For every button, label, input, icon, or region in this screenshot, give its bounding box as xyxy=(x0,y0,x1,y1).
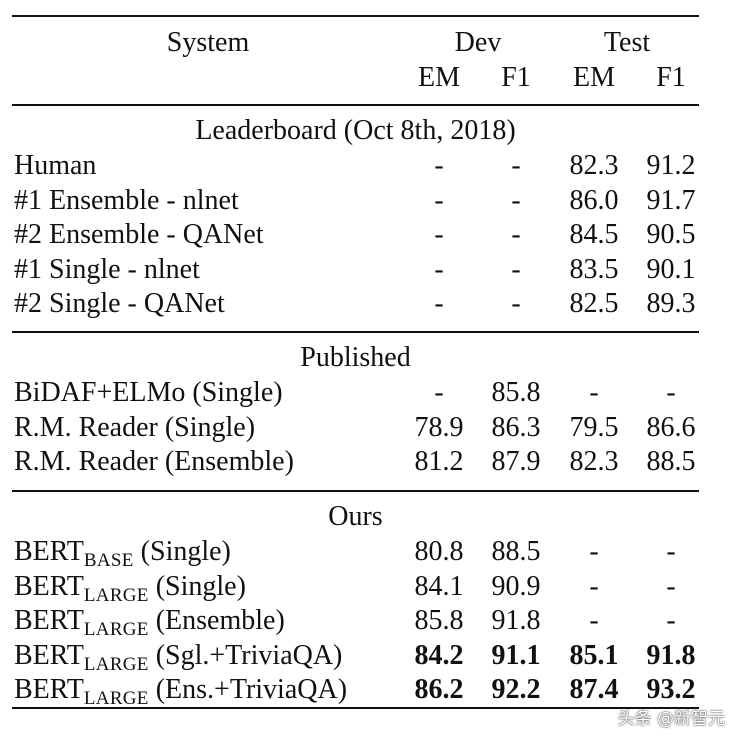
cell-dev-em: - xyxy=(434,219,444,250)
cell-test-f1: - xyxy=(666,377,676,408)
cell-dev-em: 78.9 xyxy=(414,411,464,443)
section-title: Leaderboard (Oct 8th, 2018) xyxy=(195,115,516,146)
header-system: System xyxy=(166,27,250,58)
cell-dev-f1: 91.8 xyxy=(491,605,541,636)
cell-dev-em: - xyxy=(434,288,444,319)
cell-test-em: 86.0 xyxy=(569,184,619,216)
cell-test-em: - xyxy=(589,377,599,408)
cell-dev-em: - xyxy=(434,253,444,285)
section-title: Published xyxy=(300,342,411,373)
row-system-name: BERTBASE (Single) xyxy=(14,536,231,571)
header-test-em: EM xyxy=(573,62,615,93)
cell-test-em: 82.3 xyxy=(569,446,619,477)
cell-test-f1: 93.2 xyxy=(646,674,696,705)
watermark: 头条 @新智元 xyxy=(617,709,725,729)
row-system-name: #1 Ensemble - nlnet xyxy=(14,184,239,216)
bottom-rule xyxy=(12,707,699,709)
model-size-subscript: LARGE xyxy=(83,688,149,709)
cell-dev-em: 81.2 xyxy=(414,446,464,477)
row-system-name: BERTLARGE (Ens.+TriviaQA) xyxy=(14,674,348,709)
row-system-name: #2 Ensemble - QANet xyxy=(14,219,264,250)
cell-test-f1: 91.7 xyxy=(646,184,696,216)
cell-dev-em: 80.8 xyxy=(414,536,464,567)
cell-dev-f1: - xyxy=(511,288,521,319)
cell-dev-f1: 88.5 xyxy=(491,536,541,567)
section-title: Ours xyxy=(328,501,383,532)
cell-dev-f1: 86.3 xyxy=(491,411,541,443)
cell-test-em: 83.5 xyxy=(569,253,619,285)
cell-test-f1: 88.5 xyxy=(646,446,696,477)
cell-dev-em: - xyxy=(434,150,444,181)
cell-test-f1: 90.1 xyxy=(646,253,696,285)
cell-test-em: 87.4 xyxy=(569,674,619,705)
section-rule xyxy=(12,490,699,492)
cell-dev-em: - xyxy=(434,377,444,408)
row-system-name: Human xyxy=(14,150,97,181)
cell-dev-em: 86.2 xyxy=(414,674,464,705)
row-system-name: R.M. Reader (Single) xyxy=(14,411,256,443)
header-dev-f1: F1 xyxy=(501,62,531,93)
cell-test-f1: - xyxy=(666,605,676,636)
header-dev: Dev xyxy=(454,27,502,58)
cell-dev-f1: 92.2 xyxy=(491,674,541,705)
model-size-subscript: LARGE xyxy=(83,584,149,606)
cell-test-em: - xyxy=(589,605,599,636)
model-size-subscript: LARGE xyxy=(83,619,149,640)
row-system-name: BERTLARGE (Ensemble) xyxy=(14,605,285,640)
row-system-name: BiDAF+ELMo (Single) xyxy=(14,377,283,408)
row-system-name: BERTLARGE (Single) xyxy=(14,570,246,606)
cell-test-em: 79.5 xyxy=(569,411,619,443)
cell-test-em: - xyxy=(589,536,599,567)
header-test: Test xyxy=(603,27,651,58)
header-test-f1: F1 xyxy=(656,62,686,93)
cell-test-f1: - xyxy=(666,536,676,567)
row-system-name: BERTLARGE (Sgl.+TriviaQA) xyxy=(14,639,343,675)
section-rule xyxy=(12,331,699,333)
cell-dev-f1: - xyxy=(511,184,521,216)
cell-dev-f1: - xyxy=(511,253,521,285)
cell-test-f1: 91.2 xyxy=(646,150,696,181)
cell-test-em: 84.5 xyxy=(569,219,619,250)
cell-test-em: - xyxy=(589,570,599,602)
header-rule xyxy=(12,104,699,106)
cell-test-f1: 86.6 xyxy=(646,411,696,443)
cell-dev-f1: 90.9 xyxy=(491,570,541,602)
cell-test-f1: 91.8 xyxy=(646,639,696,671)
cell-dev-em: - xyxy=(434,184,444,216)
row-system-name: R.M. Reader (Ensemble) xyxy=(14,446,294,477)
cell-test-f1: - xyxy=(666,570,676,602)
top-rule xyxy=(12,15,699,17)
cell-dev-f1: 87.9 xyxy=(491,446,541,477)
cell-test-em: 85.1 xyxy=(569,639,619,671)
cell-dev-f1: 85.8 xyxy=(491,377,541,408)
cell-dev-em: 84.1 xyxy=(414,570,464,602)
row-system-name: #1 Single - nlnet xyxy=(14,253,200,285)
cell-dev-f1: 91.1 xyxy=(491,639,541,671)
cell-dev-f1: - xyxy=(511,150,521,181)
cell-test-f1: 89.3 xyxy=(646,288,696,319)
header-dev-em: EM xyxy=(418,62,460,93)
cell-test-f1: 90.5 xyxy=(646,219,696,250)
model-size-subscript: LARGE xyxy=(83,653,149,675)
cell-test-em: 82.5 xyxy=(569,288,619,319)
cell-dev-f1: - xyxy=(511,219,521,250)
model-size-subscript: BASE xyxy=(83,550,134,571)
cell-test-em: 82.3 xyxy=(569,150,619,181)
row-system-name: #2 Single - QANet xyxy=(14,288,225,319)
cell-dev-em: 84.2 xyxy=(414,639,464,671)
cell-dev-em: 85.8 xyxy=(414,605,464,636)
